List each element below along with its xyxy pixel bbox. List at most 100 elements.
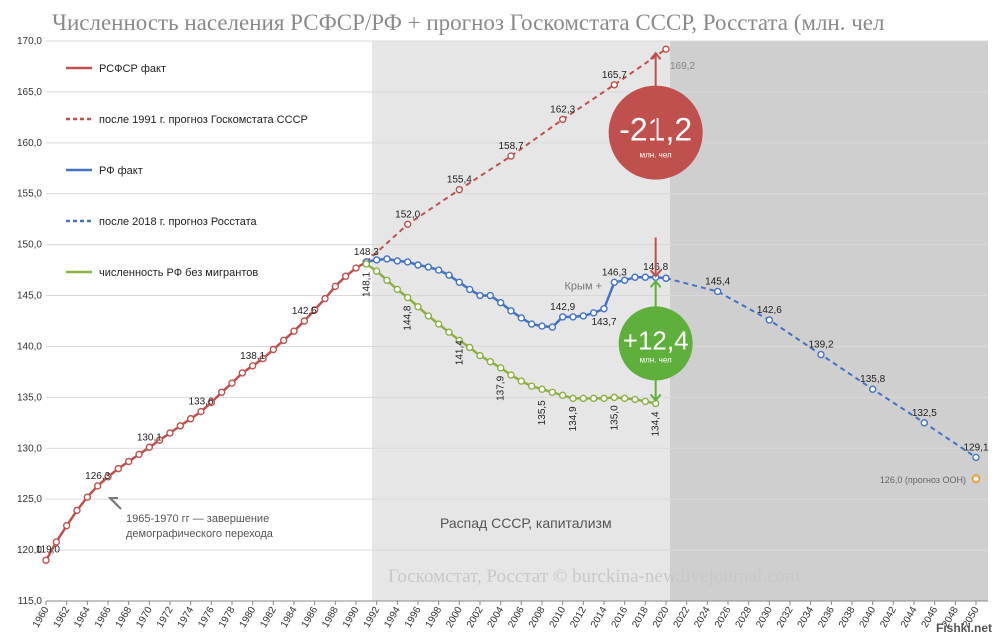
x-tick-label: 1990 [341, 605, 362, 630]
x-tick-label: 2018 [630, 605, 651, 630]
data-point [589, 394, 598, 403]
region-forecast [670, 41, 988, 601]
data-label: 137,9 [496, 375, 507, 400]
data-point [83, 493, 92, 501]
x-tick-label: 2010 [548, 605, 569, 630]
data-point [868, 385, 877, 393]
data-point [321, 294, 329, 303]
x-tick-label: 1992 [362, 605, 383, 630]
data-point [279, 336, 288, 345]
bubble-unit: млн. чел [640, 151, 672, 160]
y-tick-label: 155,0 [17, 189, 42, 200]
data-point [362, 260, 371, 268]
note-line-1: 1965-1970 гг — завершение [126, 513, 269, 525]
data-point [434, 266, 443, 274]
data-point [372, 267, 381, 275]
x-tick-label: 2020 [651, 605, 672, 630]
arrow-head [649, 269, 662, 278]
x-tick-label: 1960 [31, 605, 52, 630]
data-point [42, 556, 50, 564]
data-label: 135,0 [609, 405, 620, 430]
data-point [631, 273, 639, 281]
legend-entry: после 2018 г. прогноз Росстата [99, 216, 258, 228]
data-point [269, 345, 278, 354]
data-label: 148,3 [354, 247, 379, 258]
x-tick-label: 1994 [382, 605, 403, 630]
data-point [610, 81, 619, 89]
data-point [155, 436, 164, 444]
data-label: 129,1 [963, 442, 988, 453]
x-axis: 1960 1962 1964 1966 1968 1970 1972 1974 1976 1978… [31, 601, 982, 630]
data-point [145, 443, 154, 451]
legend-entry: РФ факт [99, 165, 143, 177]
data-label: 134,4 [651, 411, 662, 436]
data-label: 133,6 [188, 397, 213, 408]
data-point [310, 306, 319, 314]
data-label: 144,8 [403, 305, 414, 330]
y-tick-label: 115,0 [18, 596, 43, 607]
data-label: 152,0 [395, 209, 420, 220]
data-point [166, 429, 174, 437]
data-point [403, 220, 412, 228]
data-point [476, 291, 484, 300]
data-point [207, 398, 216, 407]
data-label: 165,7 [602, 70, 627, 81]
y-tick-label: 145,0 [17, 291, 42, 302]
data-point [455, 336, 464, 345]
data-label: 132,5 [912, 408, 937, 419]
region-label: Распад СССР, капитализм [440, 515, 612, 531]
x-tick-label: 2032 [775, 605, 796, 630]
chart-title: Численность населения РСФСР/РФ + прогноз… [52, 10, 884, 35]
data-point [538, 385, 546, 393]
x-tick-label: 1962 [52, 605, 73, 630]
x-tick-label: 2024 [692, 605, 713, 630]
bubble-unit: млн. чел [640, 355, 672, 364]
x-tick-label: 2000 [444, 605, 465, 630]
x-tick-label: 2038 [837, 605, 858, 630]
data-label: 145,4 [705, 276, 730, 287]
x-tick-label: 2036 [816, 605, 837, 630]
x-tick-label: 1982 [258, 605, 279, 630]
x-tick-label: 2044 [899, 605, 920, 630]
x-tick-label: 1988 [320, 605, 341, 630]
x-tick-label: 2008 [527, 605, 548, 630]
data-point [73, 506, 81, 515]
x-tick-label: 2026 [713, 605, 734, 630]
x-tick-label: 1966 [93, 605, 114, 630]
un-forecast-point [971, 474, 981, 484]
data-point [569, 313, 577, 321]
data-point [920, 419, 929, 427]
legend-entry: РСФСР факт [99, 63, 166, 75]
data-point [176, 422, 185, 430]
data-point [620, 276, 629, 284]
x-tick-label: 2034 [796, 605, 817, 630]
y-tick-label: 170,0 [17, 36, 42, 47]
data-point [186, 415, 195, 423]
data-label: 148,1 [361, 272, 372, 297]
data-point [383, 255, 391, 263]
x-tick-label: 2016 [610, 605, 631, 630]
data-label: 143,7 [591, 317, 616, 328]
data-point [352, 264, 360, 272]
bubble-value: +12,4 [623, 325, 689, 355]
x-tick-label: 2002 [465, 605, 486, 630]
data-point [372, 256, 381, 264]
y-tick-label: 150,0 [17, 240, 42, 251]
data-point [476, 351, 484, 360]
x-tick-label: 2042 [878, 605, 899, 630]
legend-entry: численность РФ без мигрантов [99, 267, 258, 279]
data-point [455, 185, 464, 194]
data-point [507, 371, 515, 379]
data-point [641, 273, 650, 281]
data-label: 134,9 [568, 406, 579, 431]
data-point [403, 293, 412, 302]
y-axis: 115,0 120,0 125,0 130,0 135,0 140,0 145,0 150,0… [17, 36, 42, 607]
x-tick-label: 1976 [196, 605, 217, 630]
data-label: 135,5 [537, 400, 548, 425]
watermark: Госкомстат, Росстат © burckina-new.livej… [388, 566, 800, 587]
data-point [662, 274, 670, 282]
data-point [248, 362, 257, 370]
legend: РСФСР факт после 1991 г. прогноз Госкомст… [66, 63, 308, 279]
data-point [424, 263, 433, 271]
